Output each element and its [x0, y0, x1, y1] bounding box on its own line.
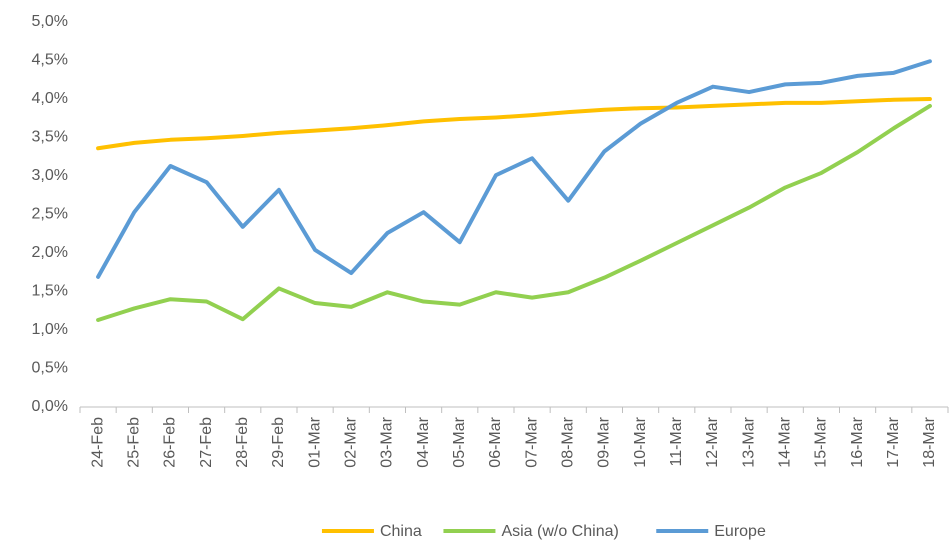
x-tick-label: 10-Mar	[632, 416, 649, 467]
x-tick-label: 07-Mar	[523, 416, 540, 467]
x-tick-label: 24-Feb	[89, 417, 106, 468]
y-tick-label: 4,0%	[32, 90, 68, 107]
legend: China Asia (w/o China) Europe	[321, 523, 766, 540]
legend-label: Asia (w/o China)	[501, 523, 618, 540]
x-tick-label: 27-Feb	[198, 417, 215, 468]
y-tick-label: 2,5%	[32, 206, 68, 223]
y-tick-label: 4,5%	[32, 52, 68, 69]
x-tick-label: 28-Feb	[234, 417, 251, 468]
y-tick-label: 0,5%	[32, 360, 68, 377]
x-tick-label: 25-Feb	[125, 417, 142, 468]
x-tick-label: 09-Mar	[596, 416, 613, 467]
x-tick-label: 03-Mar	[379, 416, 396, 467]
x-tick-label: 26-Feb	[162, 417, 179, 468]
legend-label: Europe	[714, 523, 766, 540]
x-tick-label: 13-Mar	[740, 416, 757, 467]
y-tick-label: 5,0%	[32, 13, 68, 30]
x-tick-label: 14-Mar	[776, 416, 793, 467]
x-tick-label: 02-Mar	[342, 416, 359, 467]
series-line	[96, 59, 932, 279]
x-tick-label: 18-Mar	[921, 416, 938, 467]
y-tick-label: 3,5%	[32, 129, 68, 146]
series-line	[96, 97, 932, 151]
x-tick-label: 12-Mar	[704, 416, 721, 467]
series-line	[96, 103, 932, 322]
x-tick-label: 29-Feb	[270, 417, 287, 468]
x-tick-label: 16-Mar	[849, 416, 866, 467]
x-tick-label: 05-Mar	[451, 416, 468, 467]
x-tick-label: 01-Mar	[306, 416, 323, 467]
y-tick-label: 0,0%	[32, 398, 68, 415]
y-tick-label: 1,0%	[32, 321, 68, 338]
y-tick-label: 3,0%	[32, 167, 68, 184]
x-tick-label: 06-Mar	[487, 416, 504, 467]
x-tick-label: 04-Mar	[415, 416, 432, 467]
x-tick-label: 17-Mar	[885, 416, 902, 467]
x-tick-label: 11-Mar	[668, 416, 685, 466]
y-tick-label: 2,0%	[32, 244, 68, 261]
x-tick-label: 15-Mar	[813, 416, 830, 467]
legend-label: China	[380, 523, 422, 540]
x-tick-label: 08-Mar	[559, 416, 576, 467]
y-tick-label: 1,5%	[32, 283, 68, 300]
